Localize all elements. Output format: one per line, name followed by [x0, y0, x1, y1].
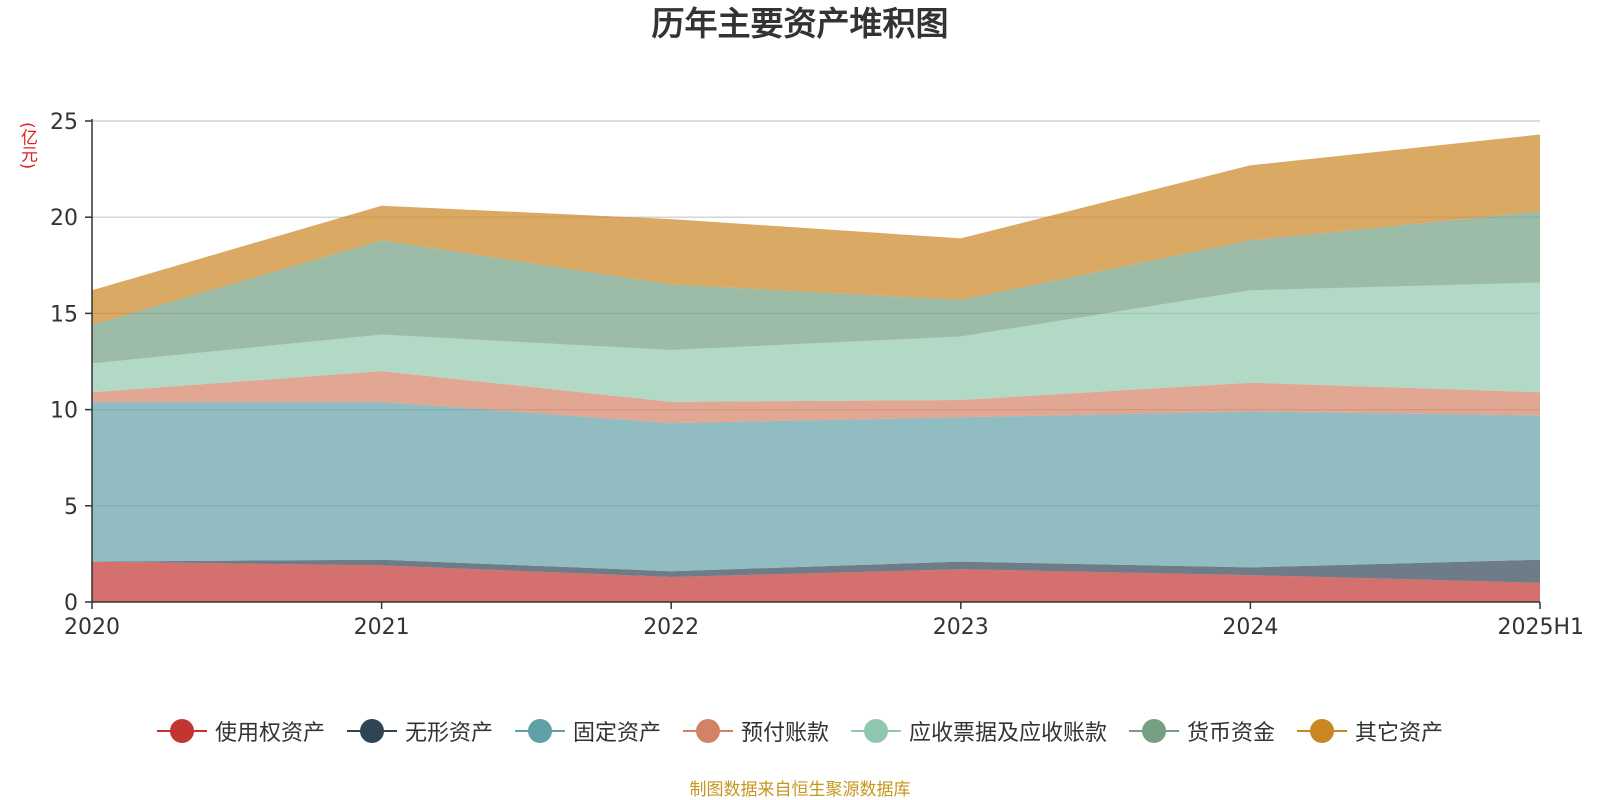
legend-marker-icon [1129, 719, 1180, 743]
legend-item-1[interactable]: 无形资产 [346, 715, 493, 747]
y-tick-label: 10 [50, 399, 78, 424]
chart-title: 历年主要资产堆积图 [651, 4, 949, 43]
axes: 0 5 10 15 20 25 2020 2021 2022 2023 2024 2025H1 [50, 110, 1584, 640]
x-tick-label: 2024 [1222, 615, 1278, 640]
legend-marker-icon [682, 719, 733, 743]
y-axis-unit: (亿元) [17, 122, 37, 170]
legend-marker-icon [1297, 719, 1348, 743]
area-series-6[interactable] [92, 134, 1540, 325]
x-tick-label: 2020 [64, 615, 120, 640]
x-tick-label: 2023 [933, 615, 989, 640]
legend: 使用权资产 无形资产 固定资产 预付账款 应收票据及应收账款 货币资金 其它资产 [0, 715, 1600, 747]
x-tick-label: 2022 [643, 615, 699, 640]
x-tick-label: 2025H1 [1497, 615, 1584, 640]
x-tick-label: 2021 [354, 615, 410, 640]
legend-label: 货币资金 [1187, 721, 1276, 746]
data-source-note: 制图数据来自恒生聚源数据库 [689, 780, 911, 800]
area-series-4[interactable] [92, 282, 1540, 402]
legend-marker-icon [851, 719, 901, 743]
legend-label: 无形资产 [404, 721, 493, 746]
legend-label: 应收票据及应收账款 [909, 721, 1108, 746]
y-tick-label: 15 [50, 302, 78, 327]
legend-item-4[interactable]: 应收票据及应收账款 [851, 715, 1107, 747]
y-tick-label: 5 [64, 495, 78, 520]
legend-label: 使用权资产 [214, 721, 325, 746]
legend-item-0[interactable]: 使用权资产 [156, 715, 325, 747]
area-series-3[interactable] [92, 371, 1540, 424]
legend-marker-icon [346, 719, 397, 743]
y-tick-label: 25 [50, 110, 78, 135]
area-series-0[interactable] [92, 561, 1540, 602]
y-tick-label: 20 [50, 206, 78, 231]
stacked-areas [92, 134, 1540, 602]
legend-marker-icon [514, 719, 565, 743]
legend-label: 其它资产 [1355, 721, 1444, 746]
legend-item-5[interactable]: 货币资金 [1129, 715, 1275, 747]
y-tick-label: 0 [64, 591, 78, 616]
legend-label: 预付账款 [740, 721, 829, 746]
area-chart: 0 5 10 15 20 25 2020 2021 2022 2023 2024 2025H1 [50, 110, 1584, 640]
legend-label: 固定资产 [572, 721, 661, 746]
legend-marker-icon [156, 719, 207, 743]
area-series-2[interactable] [92, 401, 1540, 572]
area-series-1[interactable] [92, 559, 1540, 583]
area-series-5[interactable] [92, 211, 1540, 364]
legend-item-2[interactable]: 固定资产 [514, 715, 661, 747]
legend-item-6[interactable]: 其它资产 [1297, 715, 1443, 747]
legend-item-3[interactable]: 预付账款 [682, 715, 829, 747]
